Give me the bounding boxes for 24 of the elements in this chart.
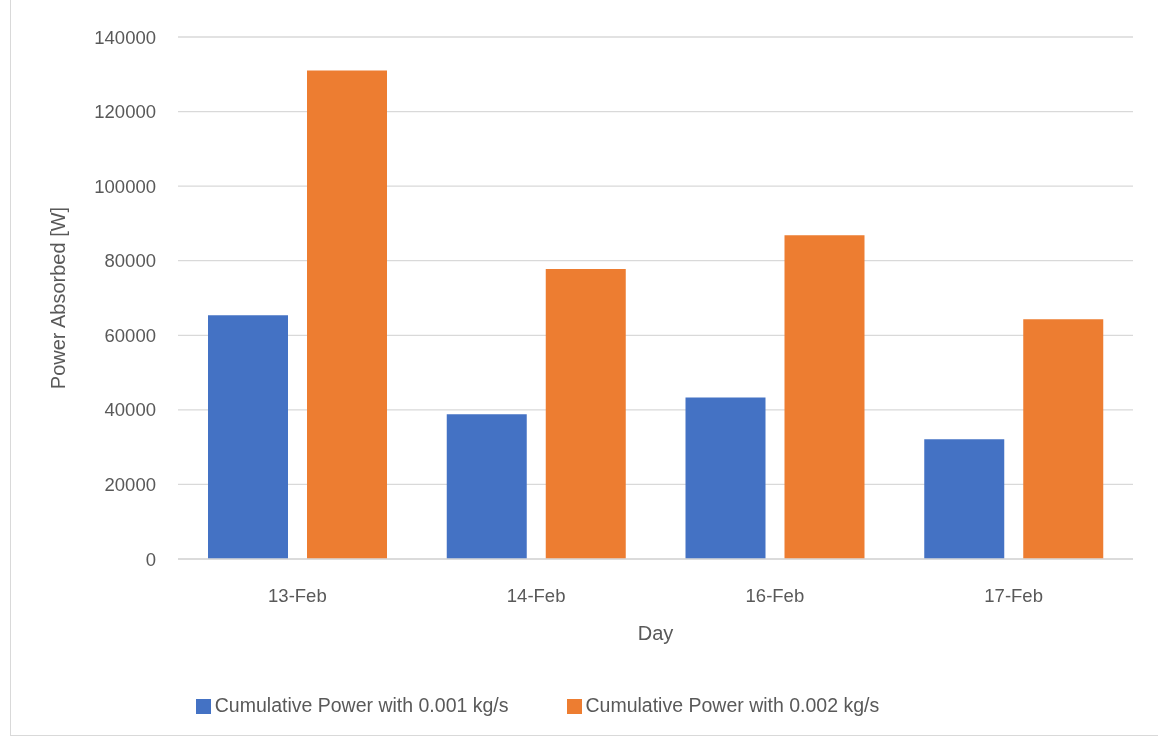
x-tick-label: 17-Feb xyxy=(984,585,1043,607)
y-tick-label: 140000 xyxy=(94,26,156,48)
bar xyxy=(784,235,865,559)
x-tick-label: 13-Feb xyxy=(268,585,327,607)
legend-label: Cumulative Power with 0.002 kg/s xyxy=(585,694,880,716)
bar xyxy=(446,414,527,559)
y-tick-label: 80000 xyxy=(104,250,156,272)
y-tick-label: 40000 xyxy=(104,399,156,421)
bar xyxy=(545,268,626,559)
y-tick-label: 120000 xyxy=(94,101,156,123)
x-axis-title: Day xyxy=(637,622,674,645)
x-tick-label: 16-Feb xyxy=(745,585,805,607)
bar xyxy=(924,439,1005,559)
bar xyxy=(685,397,766,559)
bar xyxy=(307,70,387,559)
y-tick-label: 0 xyxy=(145,548,156,570)
legend-label: Cumulative Power with 0.001 kg/s xyxy=(214,694,509,716)
y-tick-label: 20000 xyxy=(104,474,156,495)
y-tick-label: 100000 xyxy=(94,175,156,197)
y-tick-label: 60000 xyxy=(104,324,156,346)
x-tick-label: 14-Feb xyxy=(506,585,566,607)
bar xyxy=(1023,319,1104,559)
y-axis-title: Power Absorbed [W] xyxy=(47,206,70,390)
bar xyxy=(208,315,288,559)
